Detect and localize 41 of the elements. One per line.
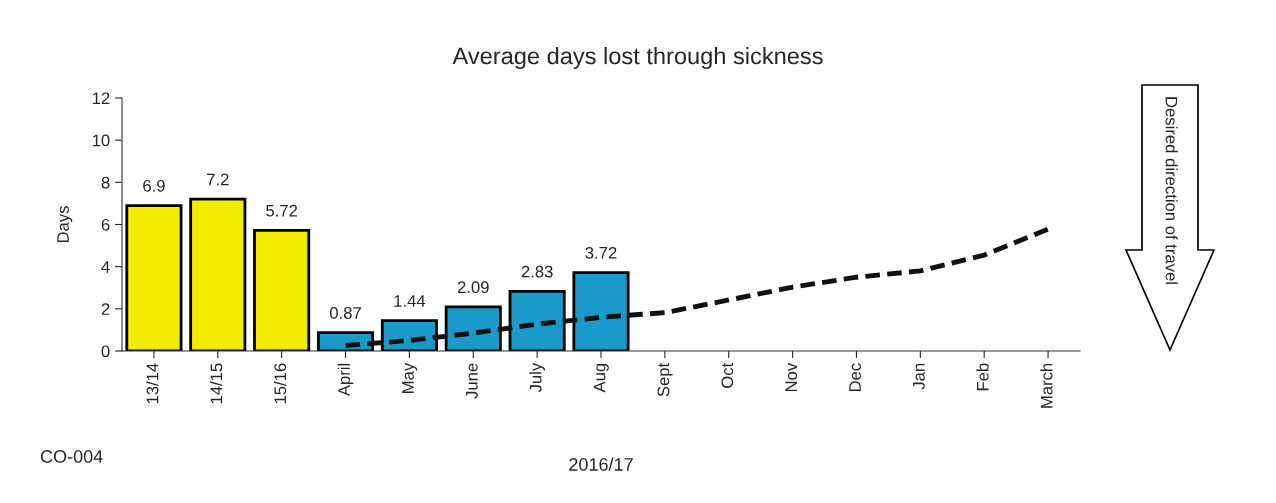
text: Desired direction of travel (1165, 97, 1178, 284)
y-tick-label: 0 (101, 345, 110, 358)
x-tick-label: 15/16 (273, 363, 287, 404)
bar (253, 229, 311, 351)
x-tick-label: Feb (976, 363, 989, 391)
y-tick-label: 12 (92, 92, 110, 105)
x-tick-label: Jan (913, 363, 925, 390)
bar (444, 305, 502, 351)
data-label: 2.09 (457, 281, 489, 294)
x-tick-label: May (402, 362, 418, 393)
x-axis-title: 2016/17 (569, 457, 633, 471)
data-label: 1.44 (394, 295, 426, 307)
x-tick-label: Aug (593, 363, 609, 393)
y-tick-label: 8 (101, 176, 110, 189)
data-label: 3.72 (585, 246, 617, 259)
y-tick-label: 10 (92, 134, 110, 147)
text: CO-004 (40, 450, 103, 463)
data-label: 6.9 (143, 179, 165, 192)
x-tick-label: June (466, 363, 478, 399)
x-tick-label: April (337, 363, 354, 397)
bar (508, 289, 566, 351)
data-label: 0.87 (329, 307, 361, 319)
x-tick-label: March (1040, 363, 1053, 408)
y-tick-label: 4 (101, 261, 110, 273)
bar (189, 197, 247, 351)
chart-title: Average days lost through sickness (452, 47, 823, 69)
x-tick-label: 14/15 (210, 363, 223, 404)
bar (125, 204, 183, 351)
x-tick-label: Dec (849, 363, 861, 392)
y-tick-label: 2 (101, 303, 110, 315)
data-label: 5.72 (266, 204, 298, 217)
x-tick-label: Nov (785, 362, 798, 392)
data-label: 7.2 (207, 173, 229, 186)
y-axis-title: Days (57, 206, 73, 243)
data-label: 2.83 (521, 265, 553, 278)
bar (572, 271, 630, 351)
x-tick-label: 13/14 (146, 363, 159, 404)
y-tick-label: 6 (101, 218, 110, 231)
x-tick-label: Sept (657, 362, 673, 397)
x-tick-label: Oct (721, 362, 734, 388)
x-tick-label: July (529, 362, 545, 393)
